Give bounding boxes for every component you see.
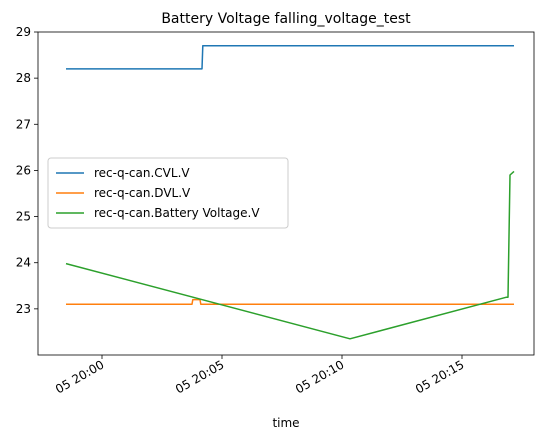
series-line-2 (65, 170, 515, 340)
chart-title: Battery Voltage falling_voltage_test (161, 11, 411, 27)
x-axis-label: time (272, 416, 299, 430)
legend-label-2: rec-q-can.Battery Voltage.V (94, 206, 260, 220)
y-tick-label-28: 28 (16, 71, 31, 85)
y-tick-label-29: 29 (16, 25, 31, 39)
legend-label-0: rec-q-can.CVL.V (94, 166, 190, 180)
y-tick-label-24: 24 (16, 256, 31, 270)
series-layer (65, 45, 515, 340)
axes-frame (37, 31, 535, 356)
series-line-0 (66, 45, 514, 70)
y-tick-label-25: 25 (16, 210, 31, 224)
y-tick-label-23: 23 (16, 302, 31, 316)
y-tick-label-27: 27 (16, 117, 31, 131)
series-line-1 (66, 298, 514, 305)
legend-box (47, 157, 289, 229)
legend-label-1: rec-q-can.DVL.V (94, 186, 191, 200)
x-tick-label-0: 05 20:00 (53, 357, 106, 396)
x-tick-label-3: 05 20:15 (413, 357, 466, 396)
x-tick-label-2: 05 20:10 (293, 357, 346, 396)
legend: rec-q-can.CVL.V rec-q-can.DVL.V rec-q-can.… (47, 157, 289, 229)
x-tick-label-1: 05 20:05 (173, 357, 226, 396)
y-tick-label-26: 26 (16, 163, 31, 177)
